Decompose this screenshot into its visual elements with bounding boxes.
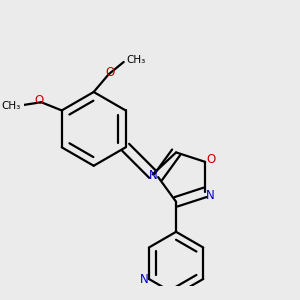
Text: CH₃: CH₃ bbox=[2, 101, 21, 111]
Text: O: O bbox=[206, 153, 216, 166]
Text: O: O bbox=[34, 94, 44, 107]
Text: N: N bbox=[149, 169, 158, 182]
Text: CH₃: CH₃ bbox=[127, 55, 146, 65]
Text: N: N bbox=[206, 189, 214, 202]
Text: N: N bbox=[140, 273, 148, 286]
Text: O: O bbox=[106, 66, 115, 80]
